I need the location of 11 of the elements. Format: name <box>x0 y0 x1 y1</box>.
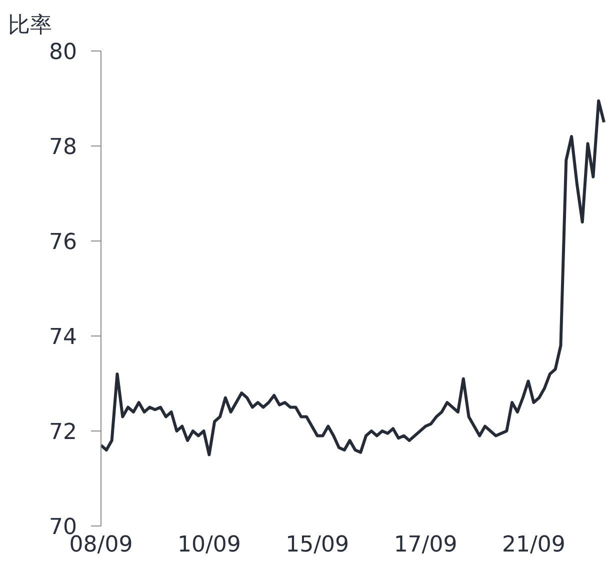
x-tick-label: 21/09 <box>502 532 566 558</box>
y-axis-title: 比率 <box>8 13 52 38</box>
y-tick-label: 80 <box>49 40 77 65</box>
y-tick-label: 76 <box>49 230 77 255</box>
x-tick-label: 17/09 <box>394 532 458 558</box>
x-tick-label: 15/09 <box>286 532 350 558</box>
y-tick-label: 74 <box>49 324 77 350</box>
x-tick-label: 10/09 <box>177 532 241 558</box>
y-tick-label: 78 <box>49 134 77 160</box>
line-series <box>100 99 606 456</box>
y-tick-label: 72 <box>49 420 77 445</box>
